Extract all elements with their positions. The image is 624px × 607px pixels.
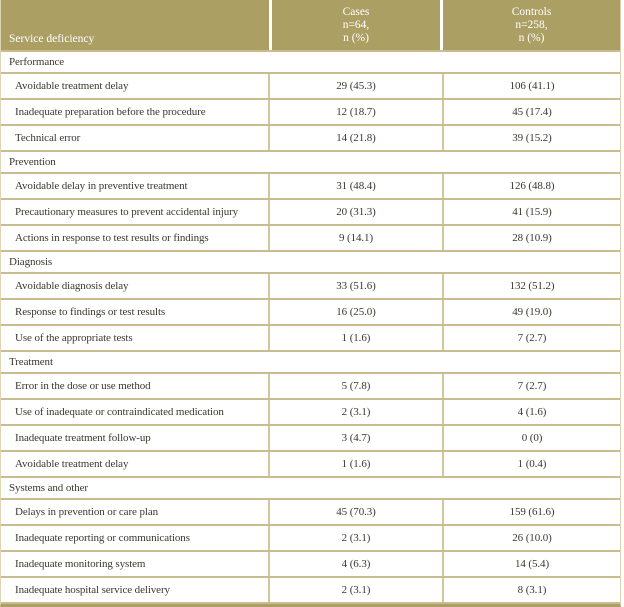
header-cases-line-2: n=64, [342, 18, 370, 31]
section-header-row: Prevention [1, 152, 620, 174]
table-row: Avoidable treatment delay 1 (1.6) 1 (0.4) [1, 452, 620, 478]
cases-value: 2 (3.1) [270, 400, 444, 424]
row-label: Use of inadequate or contraindicated med… [1, 400, 270, 424]
table-row: Technical error 14 (21.8) 39 (15.2) [1, 126, 620, 152]
cases-value: 45 (70.3) [270, 500, 444, 524]
row-label: Precautionary measures to prevent accide… [1, 200, 270, 224]
row-label: Inadequate treatment follow-up [1, 426, 270, 450]
cases-value: 20 (31.3) [270, 200, 444, 224]
table-row: Inadequate preparation before the proced… [1, 100, 620, 126]
cases-value: 31 (48.4) [270, 174, 444, 198]
controls-value: 1 (0.4) [517, 458, 547, 470]
table-row: Inadequate treatment follow-up 3 (4.7) 0 (… [1, 426, 620, 452]
row-label: Inadequate preparation before the proced… [1, 100, 270, 124]
table-row: Precautionary measures to prevent accide… [1, 200, 620, 226]
cases-value: 2 (3.1) [270, 578, 444, 602]
table-row: Use of inadequate or contraindicated med… [1, 400, 620, 426]
cases-value: 29 (45.3) [270, 74, 444, 98]
row-label: Technical error [1, 126, 270, 150]
controls-value: 45 (17.4) [512, 106, 552, 118]
controls-value: 8 (3.1) [517, 584, 547, 596]
row-label: Avoidable treatment delay [1, 452, 270, 476]
cases-value: 14 (21.8) [270, 126, 444, 150]
controls-value: 49 (19.0) [512, 306, 552, 318]
cases-value: 33 (51.6) [270, 274, 444, 298]
controls-value: 39 (15.2) [512, 132, 552, 144]
table-row: Actions in response to test results or f… [1, 226, 620, 252]
section-header-row: Systems and other [1, 478, 620, 500]
controls-value: 7 (2.7) [517, 332, 547, 344]
controls-value: 7 (2.7) [517, 380, 547, 392]
cases-value: 12 (18.7) [270, 100, 444, 124]
header-cell-controls: Controls n=258, n (%) [443, 0, 620, 50]
controls-value: 0 (0) [521, 432, 543, 444]
section-header-row: Performance [1, 52, 620, 74]
header-cell-service-deficiency: Service deficiency [1, 0, 269, 50]
cases-value: 2 (3.1) [270, 526, 444, 550]
cases-value: 16 (25.0) [270, 300, 444, 324]
controls-value: 14 (5.4) [514, 558, 550, 570]
row-label: Actions in response to test results or f… [1, 226, 270, 250]
table-row: Avoidable delay in preventive treatment 3… [1, 174, 620, 200]
table-body: Performance Avoidable treatment delay 29 (… [1, 52, 620, 604]
controls-value: 4 (1.6) [517, 406, 547, 418]
cases-value: 3 (4.7) [270, 426, 444, 450]
table-row: Inadequate monitoring system 4 (6.3) 14 (5… [1, 552, 620, 578]
controls-value: 28 (10.9) [512, 232, 552, 244]
header-controls-line-2: n=258, [515, 18, 548, 31]
header-column-gap [269, 0, 272, 50]
controls-value: 126 (48.8) [509, 180, 555, 192]
row-label: Use of the appropriate tests [1, 326, 270, 350]
table-row: Use of the appropriate tests 1 (1.6) 7 (2.… [1, 326, 620, 352]
row-label: Avoidable delay in preventive treatment [1, 174, 270, 198]
header-cases-line-1: Cases [342, 5, 370, 18]
header-controls-line-3: n (%) [518, 31, 545, 44]
table-row: Error in the dose or use method 5 (7.8) 7 … [1, 374, 620, 400]
header-column-gap [440, 0, 443, 50]
row-label: Avoidable diagnosis delay [1, 274, 270, 298]
controls-value: 41 (15.9) [512, 206, 552, 218]
section-header-row: Diagnosis [1, 252, 620, 274]
table-row: Inadequate hospital service delivery 2 (3… [1, 578, 620, 604]
controls-value: 159 (61.6) [509, 506, 555, 518]
row-label: Inadequate reporting or communications [1, 526, 270, 550]
table-row: Avoidable diagnosis delay 33 (51.6) 132 (5… [1, 274, 620, 300]
table-row: Avoidable treatment delay 29 (45.3) 106 (4… [1, 74, 620, 100]
row-label: Error in the dose or use method [1, 374, 270, 398]
header-cell-cases: Cases n=64, n (%) [272, 0, 440, 50]
header-controls-line-1: Controls [511, 5, 552, 18]
table-header-row: Service deficiency Cases n=64, n (%) Con… [1, 0, 620, 52]
header-cases-line-3: n (%) [343, 31, 369, 44]
cases-value: 1 (1.6) [270, 452, 444, 476]
controls-value: 26 (10.0) [512, 532, 552, 544]
cases-value: 5 (7.8) [270, 374, 444, 398]
row-label: Delays in prevention or care plan [1, 500, 270, 524]
header-service-deficiency-label: Service deficiency [9, 33, 95, 45]
cases-value: 1 (1.6) [270, 326, 444, 350]
controls-value: 132 (51.2) [509, 280, 555, 292]
table-row: Inadequate reporting or communications 2 … [1, 526, 620, 552]
row-label: Inadequate hospital service delivery [1, 578, 270, 602]
section-header-row: Treatment [1, 352, 620, 374]
row-label: Response to findings or test results [1, 300, 270, 324]
table-row: Delays in prevention or care plan 45 (70.… [1, 500, 620, 526]
row-label: Inadequate monitoring system [1, 552, 270, 576]
table-row: Response to findings or test results 16 (… [1, 300, 620, 326]
row-label: Avoidable treatment delay [1, 74, 270, 98]
cases-value: 4 (6.3) [270, 552, 444, 576]
cases-value: 9 (14.1) [270, 226, 444, 250]
controls-value: 106 (41.1) [509, 80, 555, 92]
